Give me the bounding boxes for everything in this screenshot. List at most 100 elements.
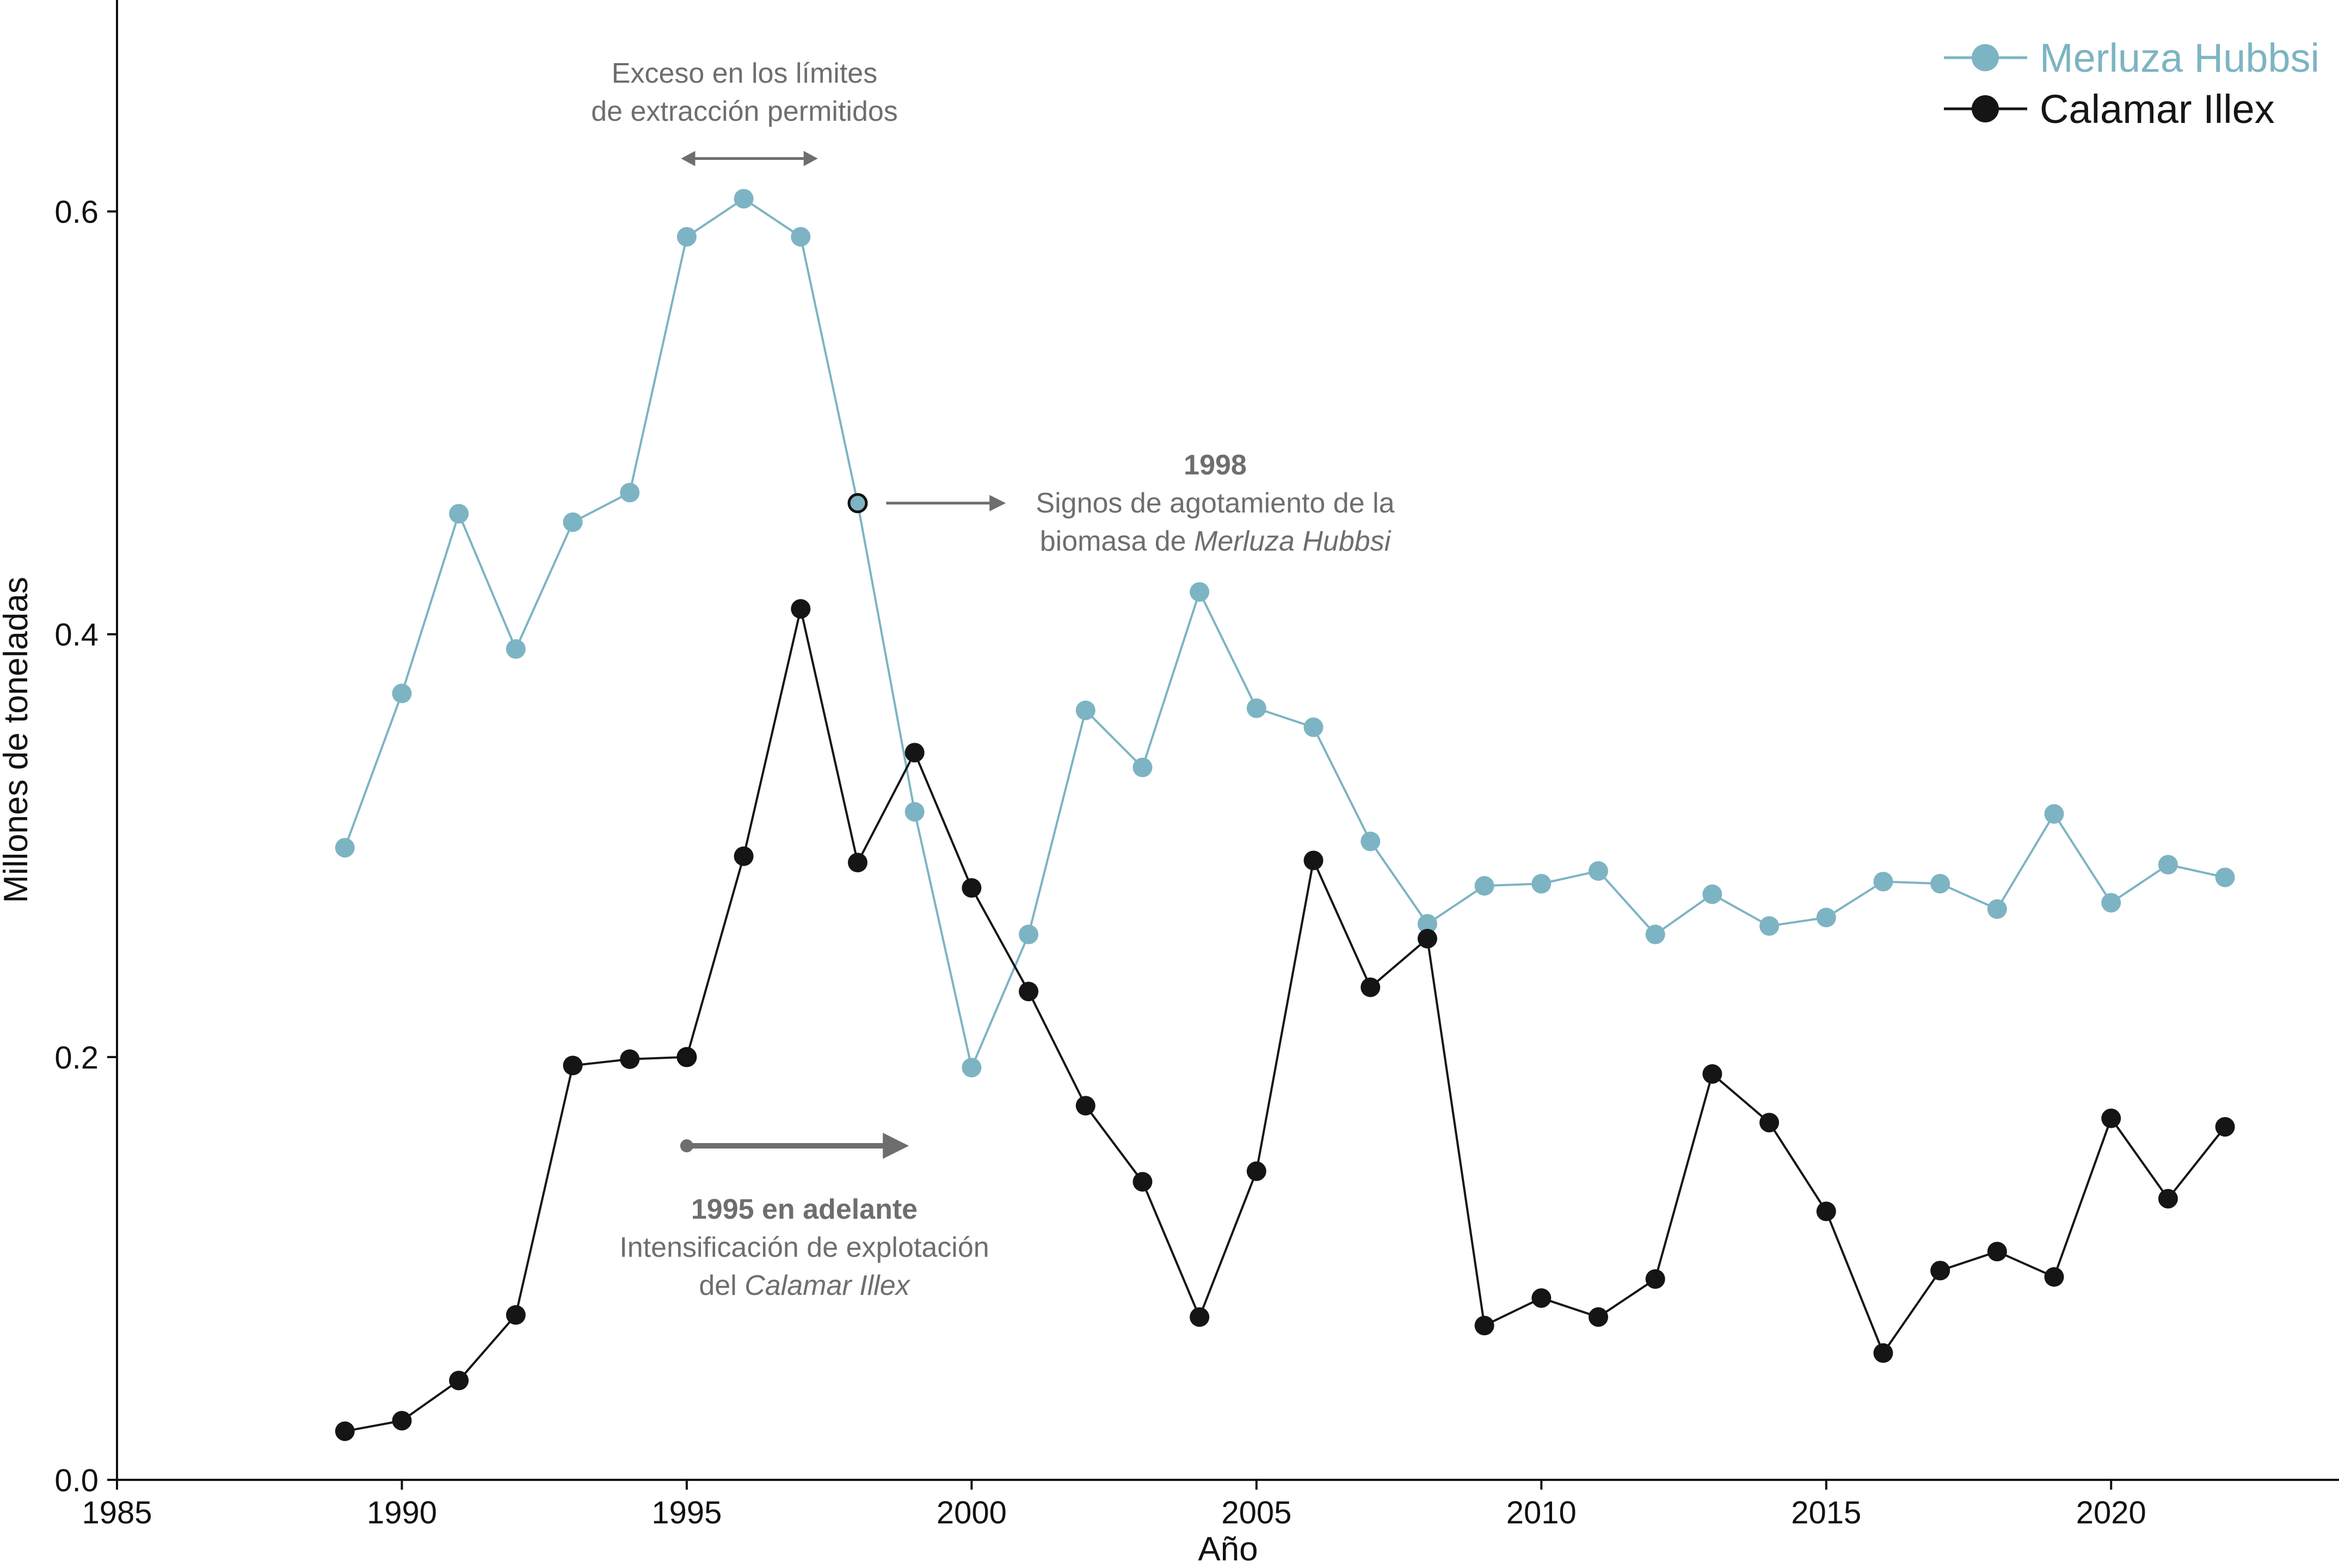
x-tick-label: 2015 <box>1791 1495 1861 1530</box>
legend-item-merluza-hubbsi: Merluza Hubbsi <box>1944 35 2319 81</box>
annotation-heading: 1998 <box>1184 449 1247 481</box>
legend-label: Calamar Illex <box>2040 87 2275 132</box>
data-point-merluza-hubbsi <box>1019 924 1039 944</box>
data-point-calamar-illex <box>1702 1064 1722 1084</box>
data-point-merluza-hubbsi <box>506 639 526 659</box>
data-point-merluza-hubbsi <box>1303 717 1324 737</box>
data-point-calamar-illex <box>2101 1108 2121 1128</box>
data-point-calamar-illex <box>1417 929 1437 949</box>
data-point-merluza-hubbsi <box>1645 924 1665 944</box>
data-point-calamar-illex <box>904 743 925 763</box>
y-tick-label: 0.6 <box>54 195 99 230</box>
data-point-merluza-hubbsi <box>962 1058 982 1078</box>
data-point-calamar-illex <box>620 1049 640 1069</box>
annotation-species-name: Calamar Illex <box>744 1270 910 1301</box>
annotation-arrowhead <box>883 1133 909 1159</box>
data-point-merluza-hubbsi <box>1474 876 1494 896</box>
data-point-merluza-hubbsi <box>1361 831 1381 851</box>
annotation-depletion: 1998 Signos de agotamiento de la biomasa d… <box>886 449 1395 557</box>
data-point-calamar-illex <box>2158 1189 2178 1209</box>
data-point-calamar-illex <box>506 1305 526 1325</box>
data-point-calamar-illex <box>335 1421 355 1441</box>
data-point-calamar-illex <box>392 1411 412 1431</box>
legend-label: Merluza Hubbsi <box>2040 35 2319 81</box>
data-point-calamar-illex <box>2215 1117 2235 1137</box>
data-point-calamar-illex <box>1873 1343 1893 1363</box>
data-point-calamar-illex <box>1303 850 1324 871</box>
series-line-merluza-hubbsi <box>343 197 2226 1071</box>
data-point-calamar-illex <box>1246 1161 1266 1181</box>
data-point-merluza-hubbsi <box>392 683 412 703</box>
y-tick-label: 0.2 <box>54 1040 99 1076</box>
annotation-arrowhead-right <box>803 151 818 166</box>
data-point-merluza-hubbsi <box>1246 698 1266 718</box>
data-point-merluza-hubbsi <box>2158 855 2178 875</box>
data-point-merluza-hubbsi <box>2215 867 2235 887</box>
annotation-excess: Exceso en los límites de extracción permi… <box>591 58 898 166</box>
data-point-calamar-illex <box>1019 981 1039 1002</box>
data-point-merluza-hubbsi <box>1930 874 1950 894</box>
data-point-merluza-hubbsi <box>1075 700 1095 720</box>
data-point-calamar-illex <box>1816 1201 1836 1221</box>
data-point-calamar-illex <box>734 846 754 866</box>
data-point-calamar-illex <box>2044 1267 2064 1287</box>
data-point-merluza-hubbsi <box>734 189 754 209</box>
data-point-merluza-hubbsi <box>676 227 697 247</box>
data-point-calamar-illex <box>791 599 811 619</box>
series-line-calamar-illex <box>344 608 2226 1433</box>
legend-marker <box>1972 44 1999 71</box>
x-tick-label: 1990 <box>367 1495 437 1530</box>
data-point-merluza-hubbsi <box>1987 899 2007 919</box>
x-tick-label: 2000 <box>937 1495 1007 1530</box>
data-point-calamar-illex <box>676 1047 697 1067</box>
legend: Merluza Hubbsi Calamar Illex <box>1944 35 2319 132</box>
legend-marker <box>1972 95 1999 122</box>
annotation-text-part: biomasa de <box>1040 526 1194 557</box>
annotation-arrowhead <box>989 495 1006 511</box>
annotation-text: Exceso en los límites <box>612 58 877 89</box>
data-point-merluza-hubbsi <box>1417 914 1437 934</box>
x-tick-label: 1995 <box>651 1495 722 1530</box>
data-point-merluza-hubbsi <box>791 227 811 247</box>
x-axis-title: Año <box>1198 1530 1258 1568</box>
data-point-merluza-hubbsi <box>2044 804 2064 824</box>
data-point-calamar-illex <box>563 1055 583 1076</box>
series-layer <box>335 189 2235 1441</box>
y-tick-label: 0.0 <box>54 1463 99 1498</box>
data-point-merluza-hubbsi <box>1702 884 1722 904</box>
x-tick-label: 2005 <box>1221 1495 1291 1530</box>
annotation-text-part: del <box>699 1270 744 1301</box>
series-merluza-hubbsi <box>335 189 2235 1078</box>
data-point-merluza-hubbsi <box>1816 908 1836 928</box>
legend-item-calamar-illex: Calamar Illex <box>1944 87 2275 132</box>
data-point-merluza-hubbsi <box>1589 861 1608 881</box>
y-axis-title: Millones de toneladas <box>0 577 35 903</box>
x-tick-label: 2020 <box>2076 1495 2146 1530</box>
annotation-text: del Calamar Illex <box>699 1270 910 1301</box>
data-point-calamar-illex <box>962 878 982 898</box>
series-calamar-illex <box>335 599 2235 1441</box>
data-point-merluza-hubbsi <box>1132 757 1153 777</box>
x-tick-label: 2010 <box>1506 1495 1577 1530</box>
data-point-calamar-illex <box>1474 1316 1494 1336</box>
data-point-merluza-hubbsi <box>1759 916 1780 936</box>
data-point-calamar-illex <box>1589 1307 1608 1327</box>
data-point-calamar-illex <box>1190 1307 1210 1327</box>
annotation-heading: 1995 en adelante <box>691 1194 918 1225</box>
data-point-calamar-illex <box>848 853 867 873</box>
data-point-merluza-hubbsi <box>2101 893 2121 913</box>
data-point-calamar-illex <box>449 1371 469 1391</box>
data-point-calamar-illex <box>1531 1288 1552 1308</box>
data-point-calamar-illex <box>1132 1172 1153 1192</box>
data-point-merluza-hubbsi <box>335 838 355 858</box>
annotation-intensification: 1995 en adelante Intensificación de explo… <box>619 1133 989 1301</box>
data-point-calamar-illex <box>1075 1096 1095 1116</box>
data-point-merluza-hubbsi <box>847 493 868 514</box>
annotation-text: biomasa de Merluza Hubbsi <box>1040 526 1392 557</box>
data-point-merluza-hubbsi <box>620 483 640 503</box>
annotation-text: de extracción permitidos <box>591 96 898 127</box>
data-point-calamar-illex <box>1645 1269 1665 1289</box>
data-point-merluza-hubbsi <box>563 512 583 532</box>
